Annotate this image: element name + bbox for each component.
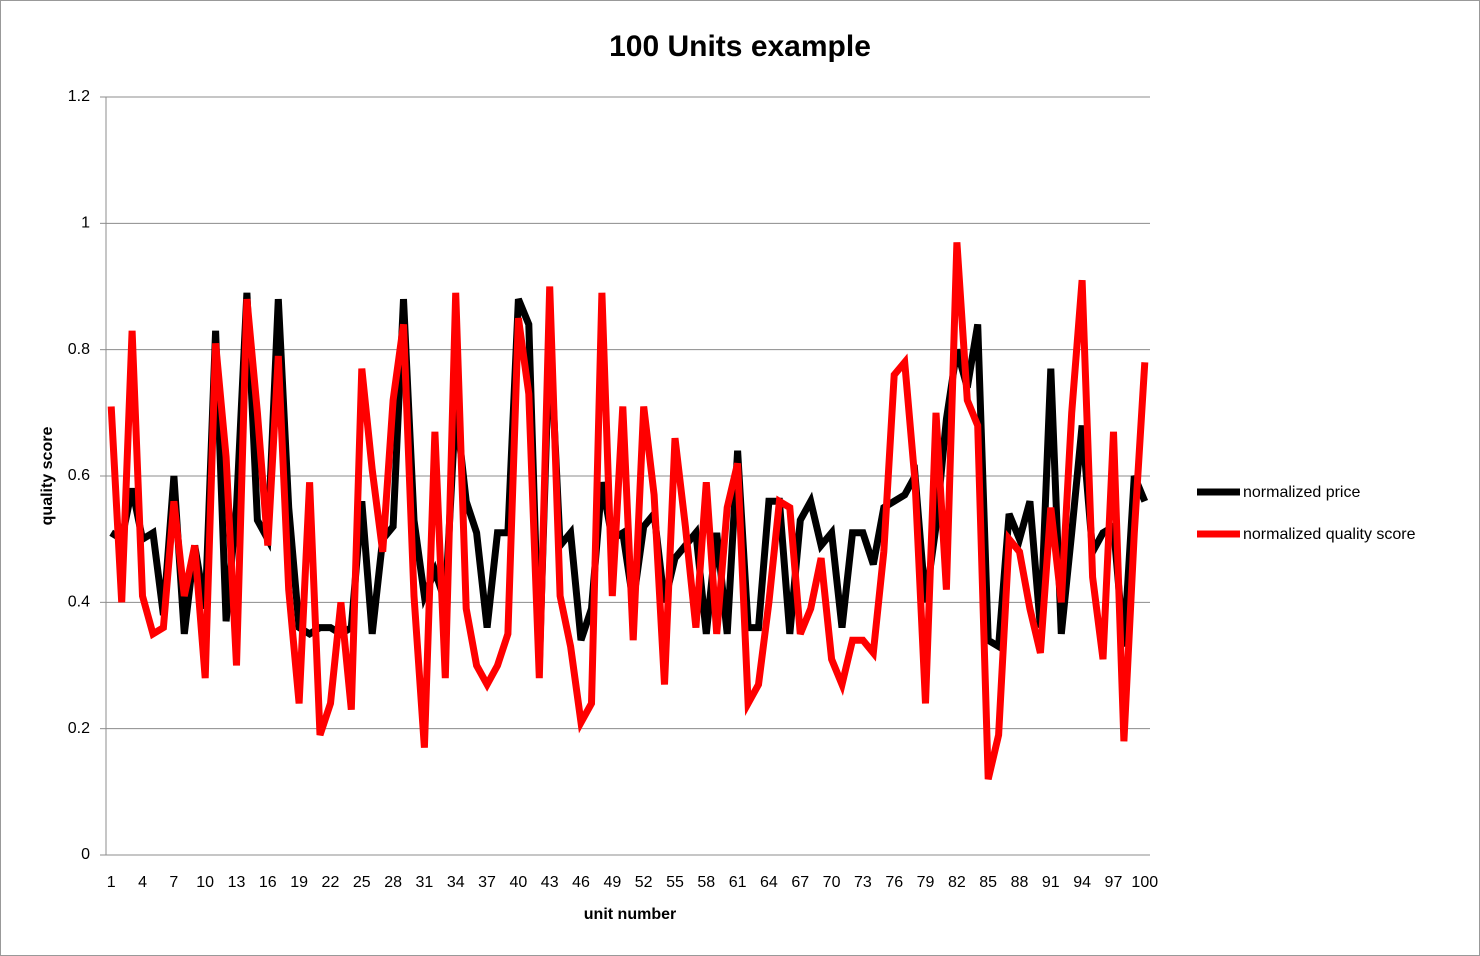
- x-tick-label: 73: [854, 874, 872, 891]
- x-tick-label: 49: [603, 874, 621, 891]
- x-tick-label: 67: [791, 874, 809, 891]
- x-tick-label: 7: [169, 874, 178, 891]
- x-tick-label: 91: [1042, 874, 1060, 891]
- y-tick-label: 0: [81, 846, 90, 863]
- x-tick-label: 10: [196, 874, 214, 891]
- x-axis-label: unit number: [584, 906, 676, 923]
- x-tick-label: 52: [635, 874, 653, 891]
- x-tick-label: 76: [885, 874, 903, 891]
- x-tick-label: 82: [948, 874, 966, 891]
- x-tick-label: 97: [1105, 874, 1123, 891]
- x-tick-label: 43: [541, 874, 559, 891]
- legend-label: normalized price: [1243, 484, 1360, 501]
- x-tick-label: 13: [228, 874, 246, 891]
- x-tick-label: 61: [729, 874, 747, 891]
- x-tick-label: 28: [384, 874, 402, 891]
- x-tick-label: 19: [290, 874, 308, 891]
- x-tick-label: 40: [509, 874, 527, 891]
- y-tick-label: 0.6: [68, 467, 90, 484]
- y-axis-label: quality score: [39, 427, 56, 526]
- x-tick-label: 16: [259, 874, 277, 891]
- x-tick-label: 55: [666, 874, 684, 891]
- x-tick-label: 31: [416, 874, 434, 891]
- x-tick-label: 25: [353, 874, 371, 891]
- x-tick-label: 34: [447, 874, 465, 891]
- x-tick-label: 46: [572, 874, 590, 891]
- x-tick-label: 94: [1073, 874, 1091, 891]
- chart-title: 100 Units example: [609, 30, 871, 63]
- x-tick-label: 58: [697, 874, 715, 891]
- data-line: [107, 242, 1149, 781]
- x-tick-label: 4: [138, 874, 147, 891]
- x-tick-label: 64: [760, 874, 778, 891]
- y-tick-label: 1.2: [68, 88, 90, 105]
- x-tick-label: 88: [1011, 874, 1029, 891]
- legend-label: normalized quality score: [1243, 526, 1416, 543]
- y-tick-label: 0.8: [68, 341, 90, 358]
- x-tick-label: 22: [322, 874, 340, 891]
- y-tick-label: 0.4: [68, 594, 90, 611]
- x-tick-label: 37: [478, 874, 496, 891]
- x-tick-label: 1: [107, 874, 116, 891]
- x-tick-label: 85: [979, 874, 997, 891]
- x-tick-label: 100: [1131, 874, 1158, 891]
- x-tick-label: 70: [823, 874, 841, 891]
- x-tick-label: 79: [917, 874, 935, 891]
- y-tick-label: 1: [81, 215, 90, 232]
- y-tick-label: 0.2: [68, 720, 90, 737]
